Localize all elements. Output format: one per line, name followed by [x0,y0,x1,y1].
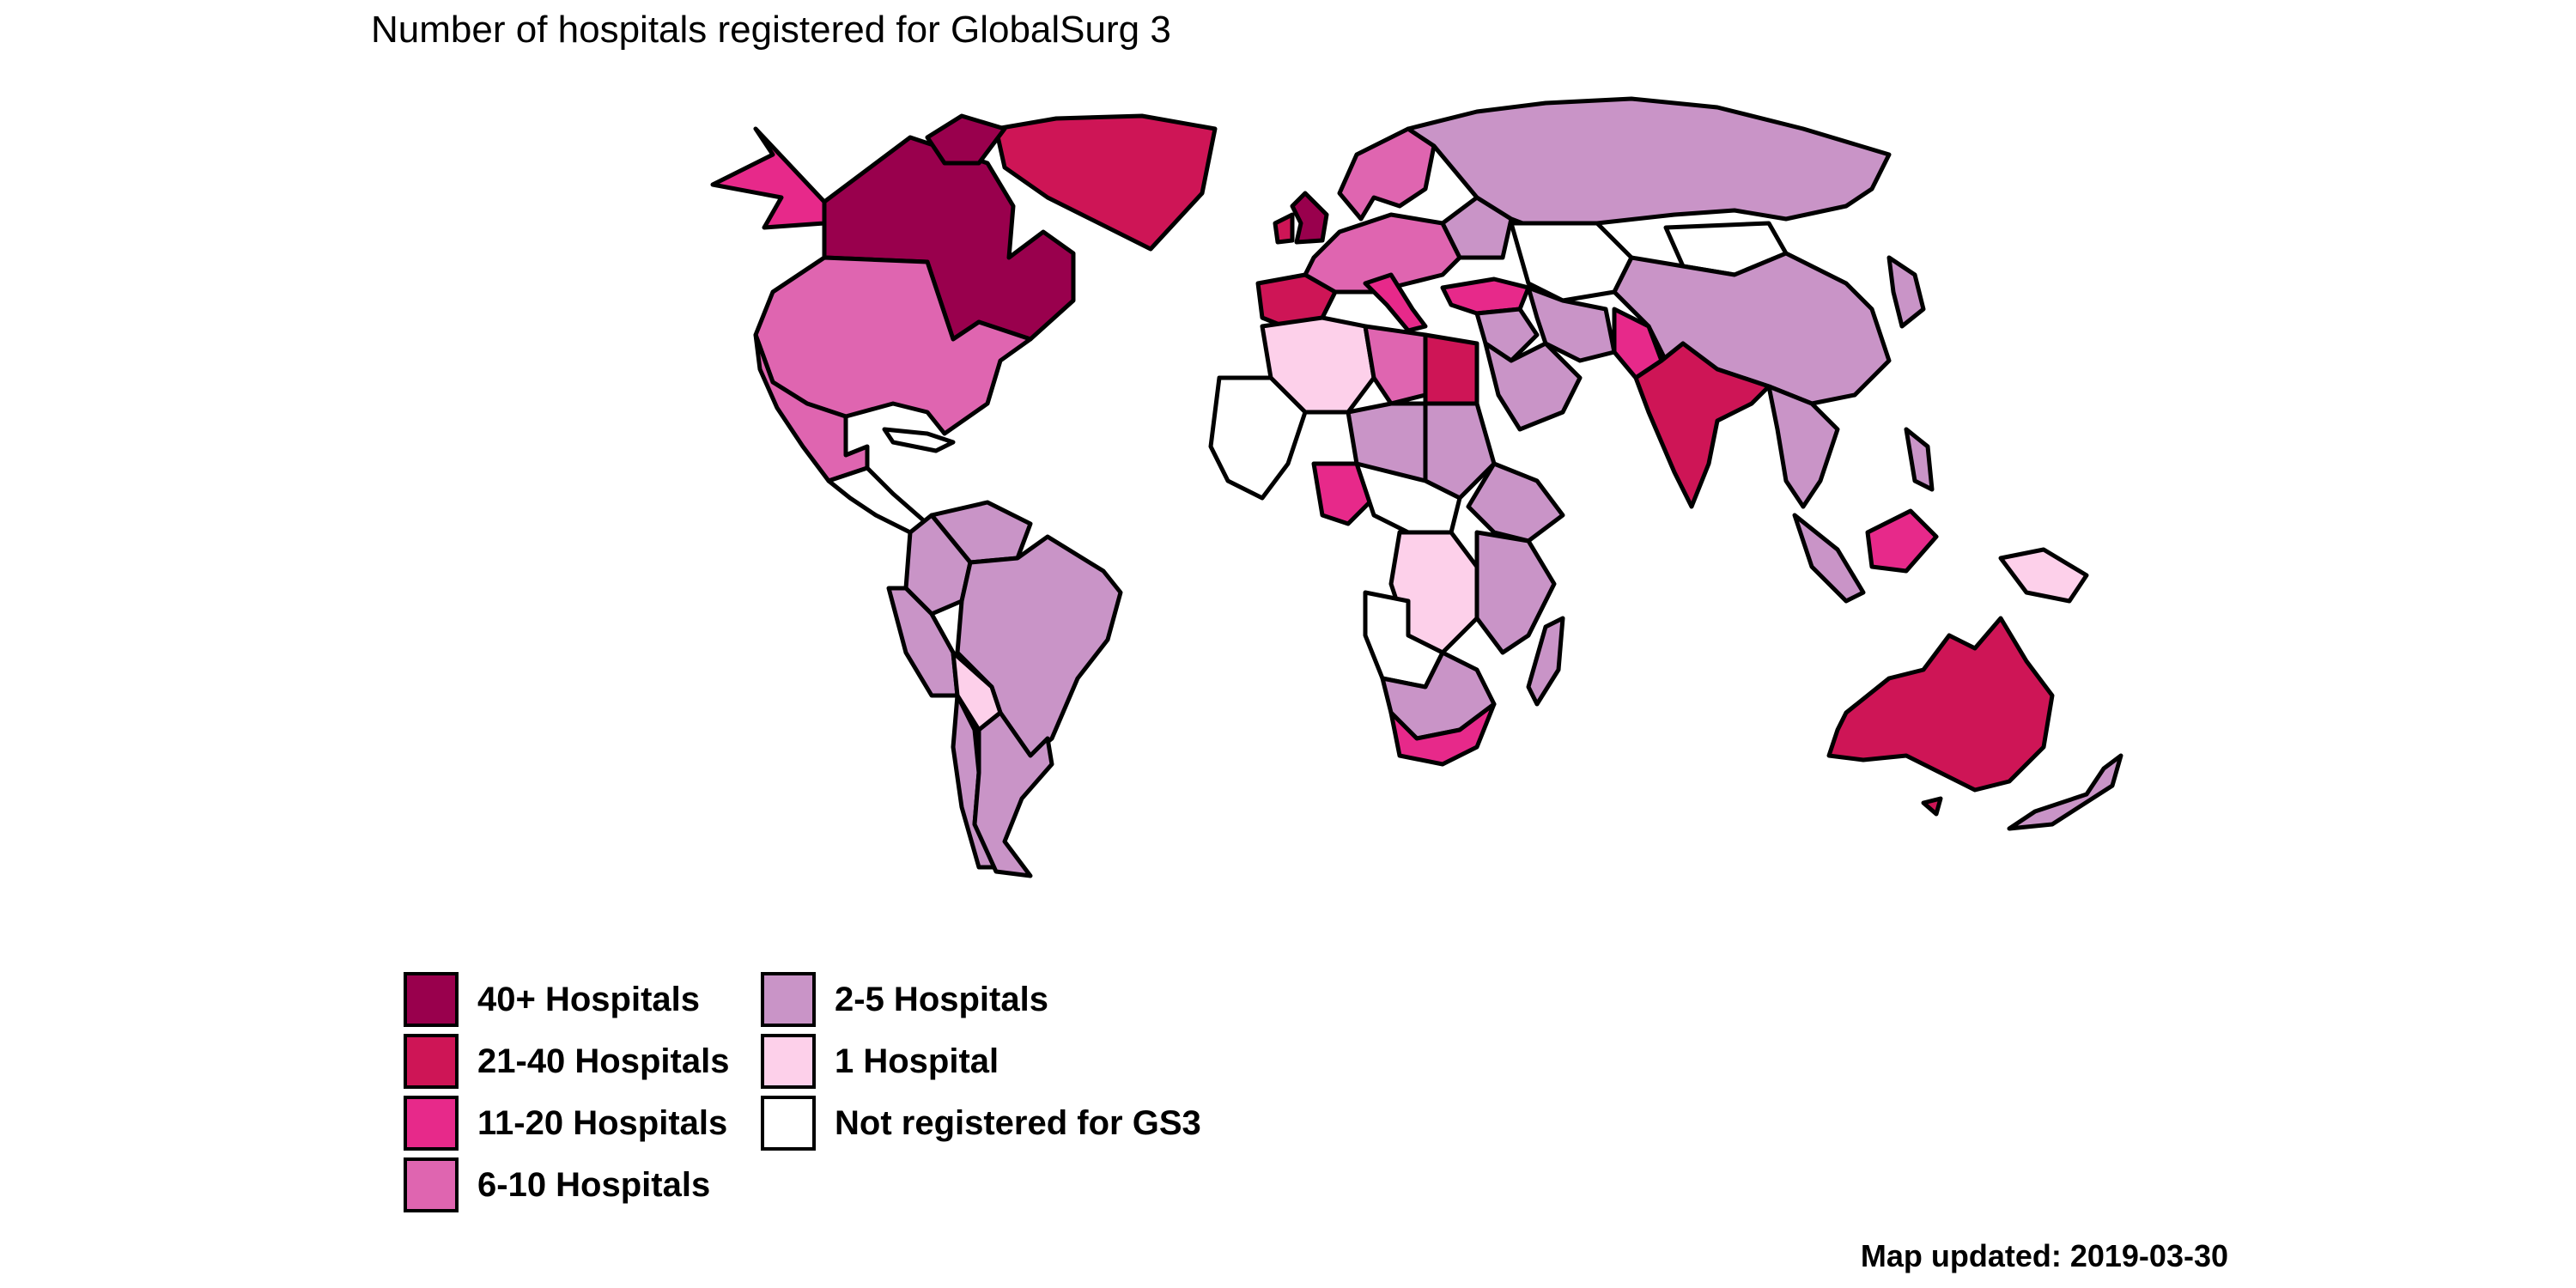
region-malaysia-borneo [1865,508,1939,574]
region-indonesia [1792,513,1866,604]
region-uk [1290,191,1329,245]
legend-swatch [404,1157,459,1212]
region-caribbean [882,427,956,453]
region-greenland [993,113,1218,252]
map-title: Number of hospitals registered for Globa… [371,9,1171,51]
legend-item-1: 1 Hospital [761,1030,999,1092]
legend-item-21-40: 21-40 Hospitals [404,1030,729,1092]
legend-item-not-registered: Not registered for GS3 [761,1092,1201,1154]
legend-label: 2-5 Hospitals [835,980,1048,1018]
region-saudi-arabia [1483,341,1583,432]
region-australia [1826,616,2055,793]
legend-label: 40+ Hospitals [477,980,701,1018]
region-png [1998,547,2089,604]
legend-label: 6-10 Hospitals [477,1165,711,1204]
region-iran [1526,285,1617,363]
legend-label: 11-20 Hospitals [477,1103,728,1142]
legend-swatch [761,1034,816,1089]
legend-swatch [761,972,816,1027]
map-legend: 40+ Hospitals 21-40 Hospitals 11-20 Hosp… [404,969,1262,1226]
region-india [1633,341,1771,509]
region-ireland [1273,212,1295,245]
region-alaska [710,126,827,230]
region-mexico [753,332,870,483]
region-south-africa [1388,702,1497,767]
region-new-zealand [2007,753,2123,831]
region-russia [1406,96,1892,234]
legend-item-6-10: 6-10 Hospitals [404,1154,710,1216]
region-italy [1363,272,1428,333]
region-japan [1886,255,1926,329]
legend-item-40-plus: 40+ Hospitals [404,969,700,1030]
region-west-africa [1208,375,1308,501]
region-southeast-asia [1766,384,1840,509]
region-nigeria [1311,461,1376,526]
region-egypt [1423,332,1479,406]
legend-label: Not registered for GS3 [835,1103,1201,1142]
legend-label: 1 Hospital [835,1042,999,1080]
legend-swatch [404,1034,459,1089]
region-central-america [826,465,930,535]
region-philippines [1904,427,1935,492]
region-libya [1363,324,1428,406]
legend-item-11-20: 11-20 Hospitals [404,1092,727,1154]
region-europe [1303,212,1462,295]
region-madagascar [1526,616,1565,707]
region-drc [1388,530,1479,655]
region-scandinavia [1337,126,1437,222]
legend-swatch [404,1096,459,1151]
region-argentina [972,710,1054,878]
region-canada-islands [925,113,1007,166]
region-tasmania [1921,796,1943,817]
region-eastern-europe [1440,195,1514,260]
legend-swatch [404,972,459,1027]
legend-swatch [761,1096,816,1151]
map-updated-note: Map updated: 2019-03-30 [1860,1238,2228,1273]
legend-label: 21-40 Hospitals [477,1042,730,1080]
legend-item-2-5: 2-5 Hospitals [761,969,1048,1030]
region-east-africa [1474,530,1557,655]
